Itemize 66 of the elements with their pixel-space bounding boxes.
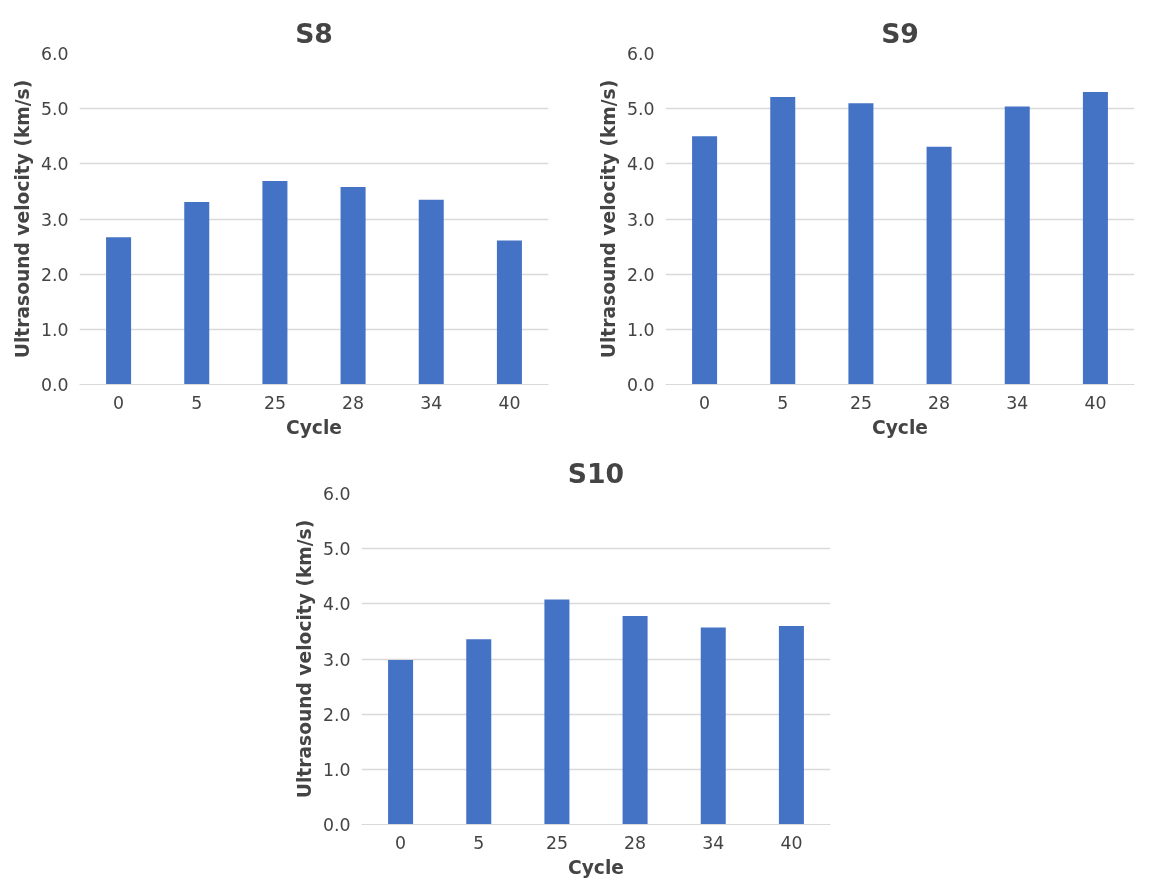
bar [466, 639, 492, 825]
y-tick-label: 6.0 [626, 44, 655, 64]
y-tick-label: 1.0 [40, 319, 69, 340]
bar [388, 660, 414, 825]
y-tick-label: 4.0 [322, 594, 351, 615]
chart-title: S10 [567, 457, 625, 489]
y-tick-label: 0.0 [40, 375, 69, 395]
bar [496, 240, 522, 385]
y-tick-label: 6.0 [40, 44, 69, 64]
y-tick-label: 4.0 [40, 154, 69, 175]
x-tick-label: 40 [780, 832, 803, 853]
bar [1082, 92, 1108, 385]
bar [184, 201, 210, 385]
y-axis-title: Ultrasound velocity (km/s) [293, 519, 315, 799]
bar [848, 103, 874, 385]
bar [1004, 106, 1030, 385]
chart-title: S9 [881, 17, 919, 49]
x-tick-label: 5 [473, 832, 485, 853]
y-tick-label: 3.0 [322, 649, 351, 670]
chart-title: S8 [295, 17, 333, 49]
bar [340, 187, 366, 385]
y-axis-title: Ultrasound velocity (km/s) [597, 79, 619, 359]
y-tick-label: 1.0 [322, 759, 351, 780]
x-tick-label: 25 [263, 392, 286, 413]
x-tick-label: 34 [420, 392, 443, 413]
y-tick-label: 6.0 [322, 484, 351, 504]
y-tick-label: 1.0 [626, 319, 655, 340]
x-tick-label: 0 [699, 392, 711, 413]
bar [770, 97, 796, 385]
y-tick-label: 5.0 [626, 99, 655, 120]
y-tick-label: 0.0 [626, 375, 655, 395]
x-axis-title: Cycle [286, 416, 342, 438]
x-tick-label: 34 [702, 832, 725, 853]
x-tick-label: 28 [342, 392, 365, 413]
x-tick-label: 34 [1006, 392, 1029, 413]
x-tick-label: 5 [777, 392, 789, 413]
bar [926, 146, 952, 385]
bar [700, 627, 726, 825]
x-tick-label: 25 [849, 392, 872, 413]
bar [622, 615, 648, 825]
x-tick-label: 0 [395, 832, 407, 853]
bar [106, 237, 132, 385]
y-tick-label: 0.0 [322, 815, 351, 835]
x-tick-label: 28 [928, 392, 951, 413]
x-tick-label: 5 [191, 392, 203, 413]
bar [778, 625, 804, 825]
y-tick-label: 3.0 [40, 209, 69, 230]
y-tick-label: 2.0 [40, 264, 69, 285]
y-tick-label: 2.0 [322, 704, 351, 725]
y-tick-label: 5.0 [322, 539, 351, 560]
bar [544, 599, 570, 825]
bar [262, 180, 288, 385]
y-tick-label: 3.0 [626, 209, 655, 230]
y-axis-title: Ultrasound velocity (km/s) [11, 79, 33, 359]
bar [418, 199, 444, 385]
x-axis-title: Cycle [872, 416, 928, 438]
bar [692, 136, 718, 385]
x-tick-label: 0 [113, 392, 125, 413]
x-tick-label: 28 [624, 832, 647, 853]
x-axis-title: Cycle [568, 856, 624, 878]
x-tick-label: 40 [1084, 392, 1107, 413]
y-tick-label: 5.0 [40, 99, 69, 120]
x-tick-label: 40 [498, 392, 521, 413]
x-tick-label: 25 [545, 832, 568, 853]
y-tick-label: 2.0 [626, 264, 655, 285]
y-tick-label: 4.0 [626, 154, 655, 175]
